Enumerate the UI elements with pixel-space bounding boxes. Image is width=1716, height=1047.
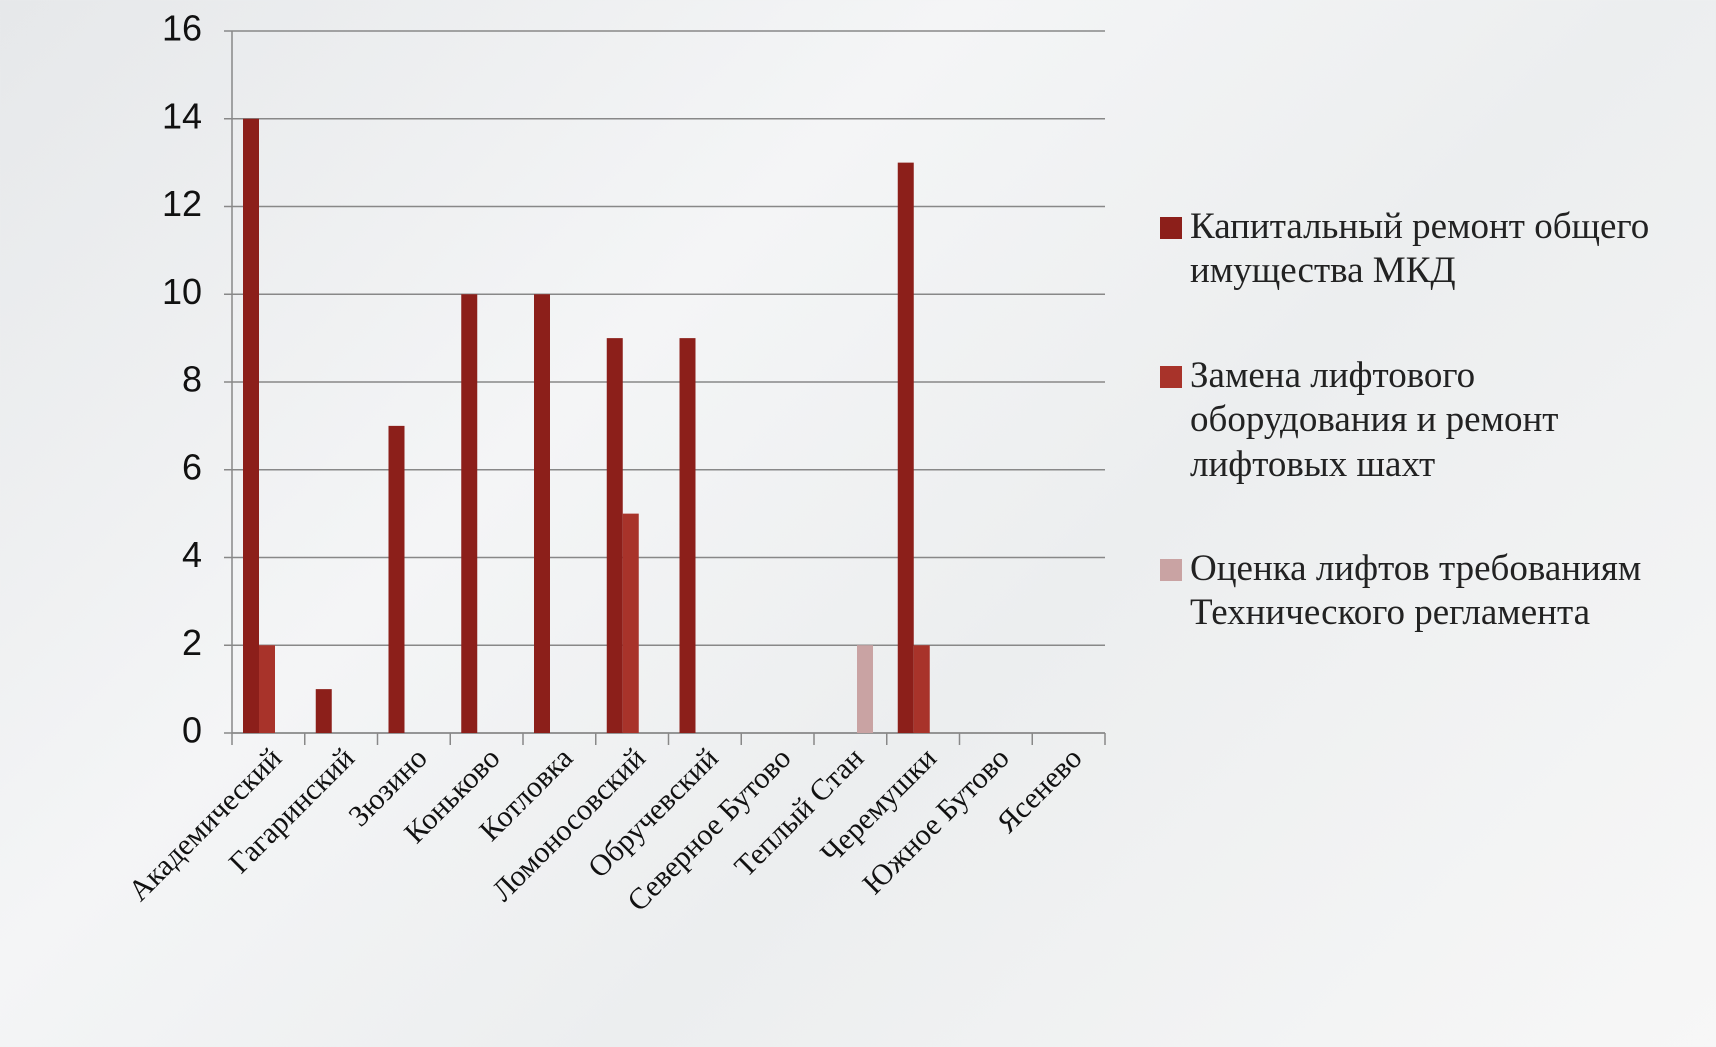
bar bbox=[534, 294, 550, 733]
bar bbox=[243, 118, 259, 733]
legend-item: Замена лифтового оборудования и ремонт л… bbox=[1160, 354, 1716, 487]
bar bbox=[622, 513, 639, 733]
legend-item: Оценка лифтов требованиям Технического р… bbox=[1160, 547, 1716, 636]
bar bbox=[857, 645, 873, 733]
y-tick-label: 2 bbox=[182, 622, 202, 663]
bar bbox=[679, 338, 696, 733]
y-tick-label: 12 bbox=[162, 183, 202, 224]
legend-label: Капитальный ремонт общего имущества МКД bbox=[1190, 206, 1650, 292]
bar bbox=[606, 338, 623, 733]
y-tick-label: 10 bbox=[162, 271, 202, 312]
y-tick-label: 8 bbox=[182, 359, 202, 400]
bar bbox=[315, 689, 332, 733]
bar bbox=[388, 425, 405, 733]
legend: Капитальный ремонт общего имущества МКД З… bbox=[1160, 205, 1716, 696]
bar bbox=[461, 294, 478, 733]
legend-swatch bbox=[1160, 558, 1182, 581]
bar bbox=[897, 162, 914, 733]
bar bbox=[259, 645, 275, 733]
y-tick-label: 0 bbox=[182, 710, 202, 751]
legend-swatch bbox=[1160, 217, 1182, 239]
legend-swatch bbox=[1160, 365, 1182, 388]
y-tick-label: 6 bbox=[182, 446, 202, 487]
legend-label: Оценка лифтов требованиям Технического р… bbox=[1190, 547, 1642, 634]
y-tick-label: 16 bbox=[162, 8, 202, 49]
y-tick-label: 14 bbox=[162, 95, 202, 136]
bar bbox=[913, 645, 930, 733]
legend-label: Замена лифтового оборудования и ремонт л… bbox=[1190, 354, 1559, 485]
legend-item: Капитальный ремонт общего имущества МКД bbox=[1160, 205, 1716, 294]
y-tick-label: 4 bbox=[182, 534, 202, 575]
